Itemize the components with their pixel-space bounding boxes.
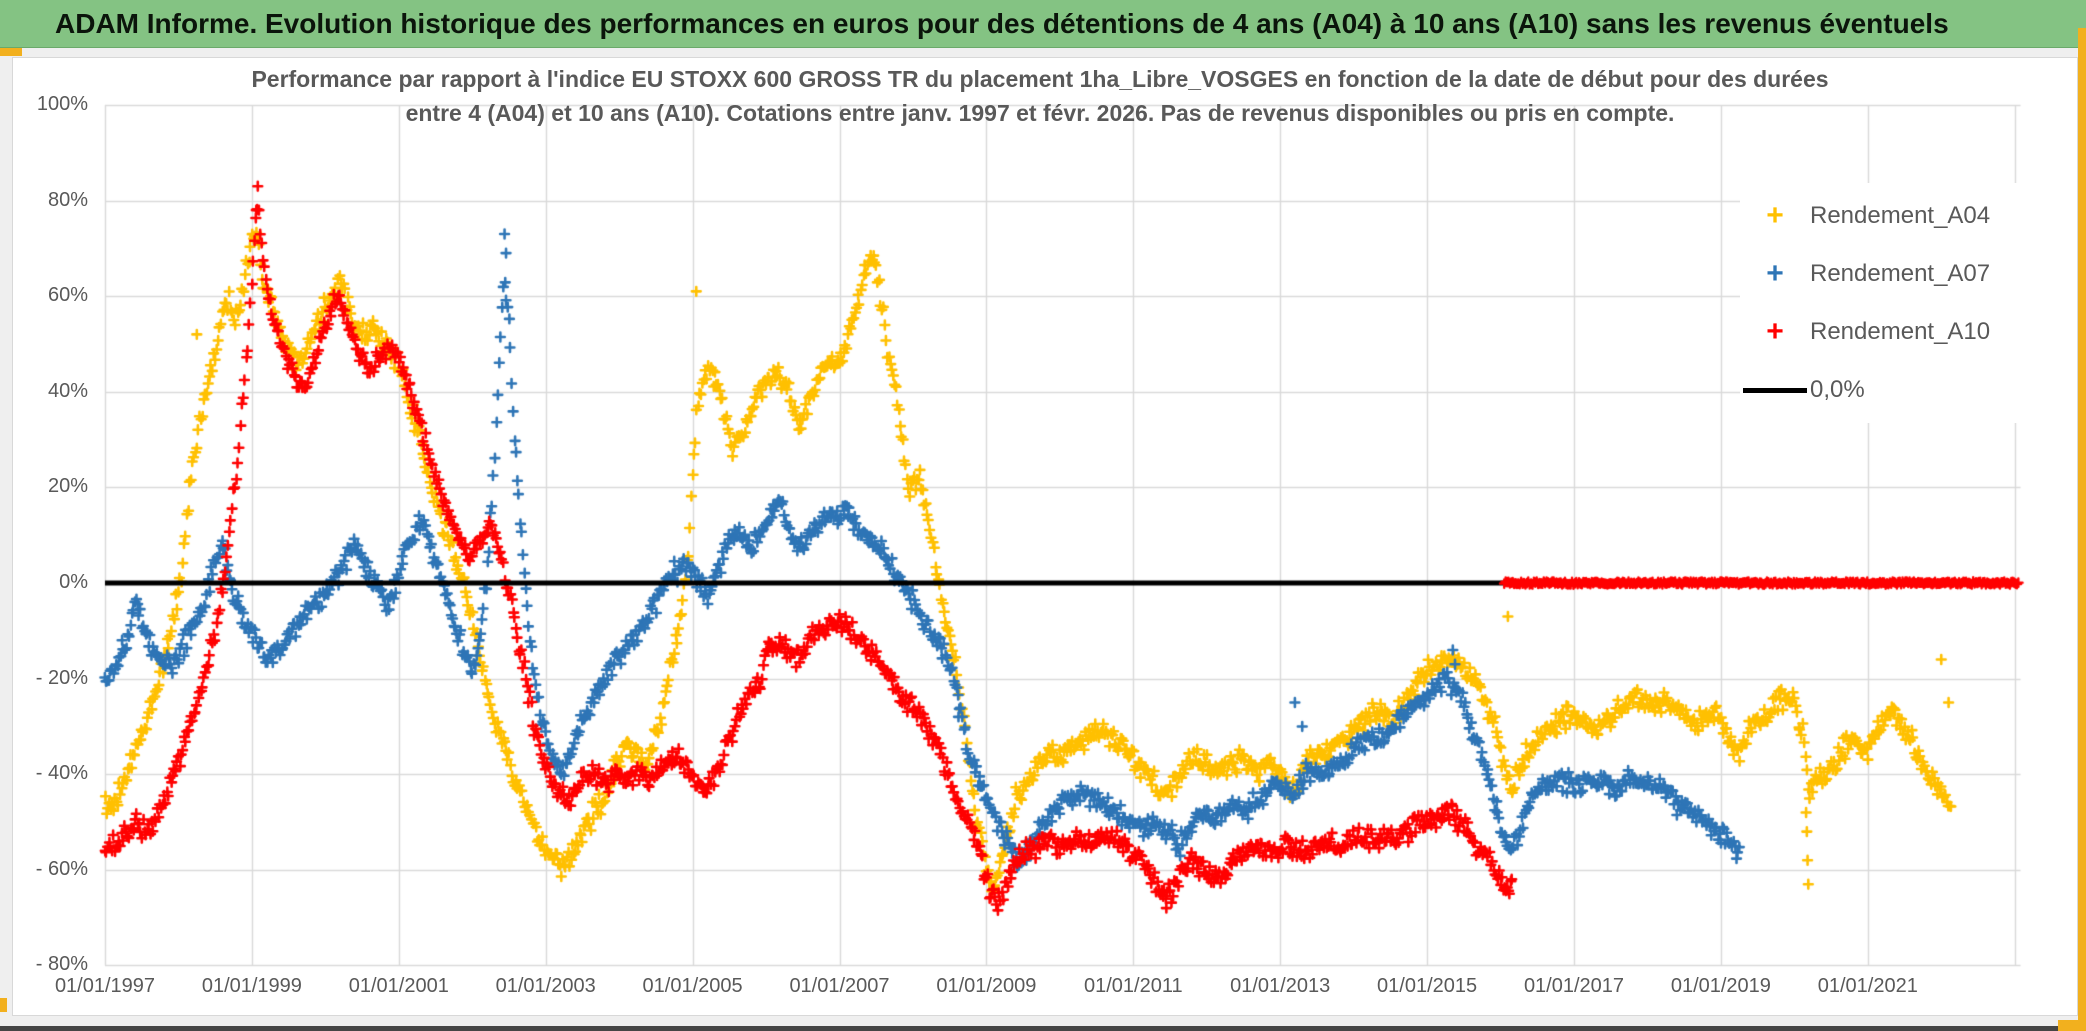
legend-label: Rendement_A10 bbox=[1810, 318, 1991, 345]
x-axis-tick-label: 01/01/2009 bbox=[936, 975, 1037, 997]
x-axis-tick-label: 01/01/2013 bbox=[1230, 975, 1331, 997]
x-axis-tick-label: 01/01/2015 bbox=[1377, 975, 1478, 997]
y-axis-tick-label: - 40% bbox=[35, 762, 88, 785]
x-axis-tick-label: 01/01/2019 bbox=[1670, 975, 1771, 997]
y-axis-tick-label: 60% bbox=[47, 284, 88, 307]
gold-selection-border-corner bbox=[2058, 1020, 2086, 1031]
gold-selection-border-right bbox=[2078, 28, 2086, 1031]
legend-label: Rendement_A07 bbox=[1810, 260, 1991, 287]
plus-marker-icon: + bbox=[1766, 199, 1784, 232]
x-axis-tick-label: 01/01/2007 bbox=[789, 975, 890, 997]
x-axis-tick-label: 01/01/2003 bbox=[495, 975, 596, 997]
x-axis-tick-label: 01/01/2005 bbox=[642, 975, 743, 997]
chart-title-line1: Performance par rapport à l'indice EU ST… bbox=[251, 66, 1829, 92]
gold-selection-border-topleft bbox=[0, 48, 22, 56]
y-axis-tick-label: - 80% bbox=[35, 953, 88, 976]
y-axis-tick-label: 20% bbox=[47, 475, 88, 498]
x-axis-tick-label: 01/01/2021 bbox=[1817, 975, 1918, 997]
x-axis-tick-label: 01/01/1999 bbox=[201, 975, 302, 997]
legend-item-rendement-a10[interactable]: + Rendement_A10 bbox=[1740, 303, 2070, 361]
y-axis-tick-label: - 60% bbox=[35, 857, 88, 880]
plus-marker-icon: + bbox=[1766, 315, 1784, 348]
zero-line-swatch bbox=[1743, 387, 1807, 393]
chart-legend[interactable]: + Rendement_A04 + Rendement_A07 + Rendement_A… bbox=[1740, 183, 2070, 423]
legend-label: 0,0% bbox=[1810, 376, 1865, 403]
y-axis-tick-label: - 20% bbox=[35, 666, 88, 689]
x-axis-tick-label: 01/01/1997 bbox=[54, 975, 156, 997]
legend-item-rendement-a07[interactable]: + Rendement_A07 bbox=[1740, 245, 2070, 303]
x-axis-tick-label: 01/01/2017 bbox=[1523, 975, 1625, 997]
header-bar: ADAM Informe. Evolution historique des p… bbox=[0, 0, 2086, 48]
chart-title: Performance par rapport à l'indice EU ST… bbox=[170, 62, 1910, 130]
page-title: ADAM Informe. Evolution historique des p… bbox=[55, 7, 1949, 39]
legend-label: Rendement_A04 bbox=[1810, 202, 1991, 229]
y-axis-tick-label: 0% bbox=[59, 571, 88, 593]
chart-title-line2: entre 4 (A04) et 10 ans (A10). Cotations… bbox=[405, 100, 1675, 126]
x-axis-tick-label: 01/01/2001 bbox=[348, 975, 449, 997]
legend-item-rendement-a04[interactable]: + Rendement_A04 bbox=[1740, 187, 2070, 245]
y-axis-tick-label: 100% bbox=[36, 92, 88, 115]
y-axis-tick-label: 40% bbox=[47, 379, 88, 402]
plus-marker-icon: + bbox=[1766, 257, 1784, 290]
legend-item-0-0-[interactable]: 0,0% bbox=[1740, 361, 2070, 419]
x-axis-tick-label: 01/01/2011 bbox=[1083, 975, 1183, 997]
y-axis-tick-label: 80% bbox=[47, 188, 88, 211]
gold-selection-border-bottomleft bbox=[0, 998, 7, 1012]
window-bottom-edge bbox=[0, 1026, 2062, 1031]
